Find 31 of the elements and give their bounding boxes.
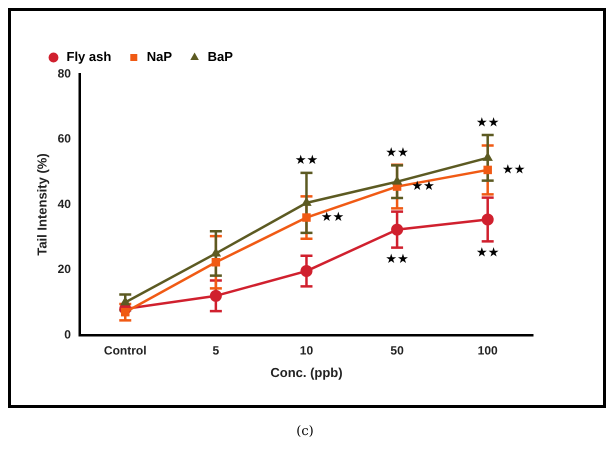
x-tick-label: 5 — [212, 344, 220, 358]
y-axis-title: Tail Intensity (%) — [34, 153, 50, 256]
x-tick-label: 10 — [300, 344, 314, 358]
point — [212, 258, 220, 266]
legend-label: NaP — [146, 49, 172, 64]
y-tick-label: 20 — [58, 262, 72, 276]
text: (c) — [295, 424, 315, 439]
point — [482, 214, 494, 226]
y-tick-label: 60 — [58, 132, 72, 146]
legend-label: BaP — [208, 49, 234, 64]
point — [210, 290, 222, 302]
x-tick-label: 50 — [390, 344, 404, 358]
annotation: ★★ — [476, 246, 500, 261]
point — [300, 265, 312, 278]
point — [483, 166, 492, 174]
x-tick-label: 100 — [478, 344, 498, 358]
annotation: ★★ — [385, 252, 409, 267]
legend-label: Fly ash — [66, 49, 112, 64]
annotation: ★★ — [476, 115, 500, 130]
y-tick-label: 0 — [64, 327, 72, 342]
annotation: ★★ — [385, 146, 409, 161]
annotation: ★★ — [502, 162, 526, 178]
x-tick-label: Control — [104, 344, 147, 358]
annotation: ★★ — [294, 153, 318, 168]
annotation: ★★ — [320, 210, 344, 225]
point — [302, 213, 311, 222]
annotation: ★★ — [411, 178, 435, 194]
x-axis-title: Conc. (ppb) — [270, 364, 343, 380]
point — [391, 224, 404, 236]
y-tick-label: 80 — [58, 66, 72, 80]
y-tick-label: 40 — [58, 196, 72, 211]
